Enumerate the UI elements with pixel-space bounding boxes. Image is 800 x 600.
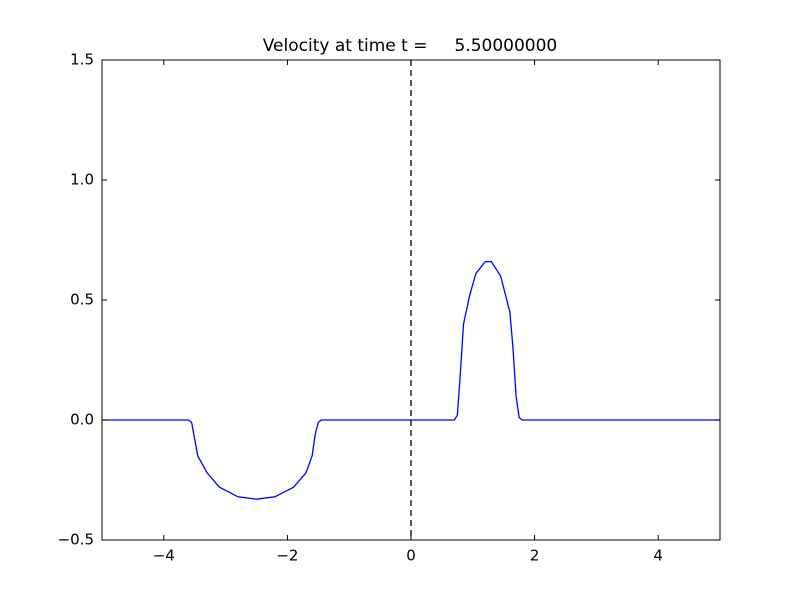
y-tick-label: 1.5 [70,51,94,69]
x-tick-label: 4 [653,547,663,565]
x-tick-label: 2 [530,547,540,565]
y-tick-label: 1.0 [70,171,94,189]
data-line [102,260,720,500]
x-tick-label: 0 [406,547,416,565]
x-tick-label: −4 [153,547,175,565]
y-tick-label: 0.0 [70,411,94,429]
y-tick-label: −0.5 [58,531,94,549]
x-tick-label: −2 [276,547,298,565]
plot-frame [101,59,721,541]
chart-title: Velocity at time t = 5.50000000 [263,36,557,56]
y-tick-label: 0.5 [70,291,94,309]
